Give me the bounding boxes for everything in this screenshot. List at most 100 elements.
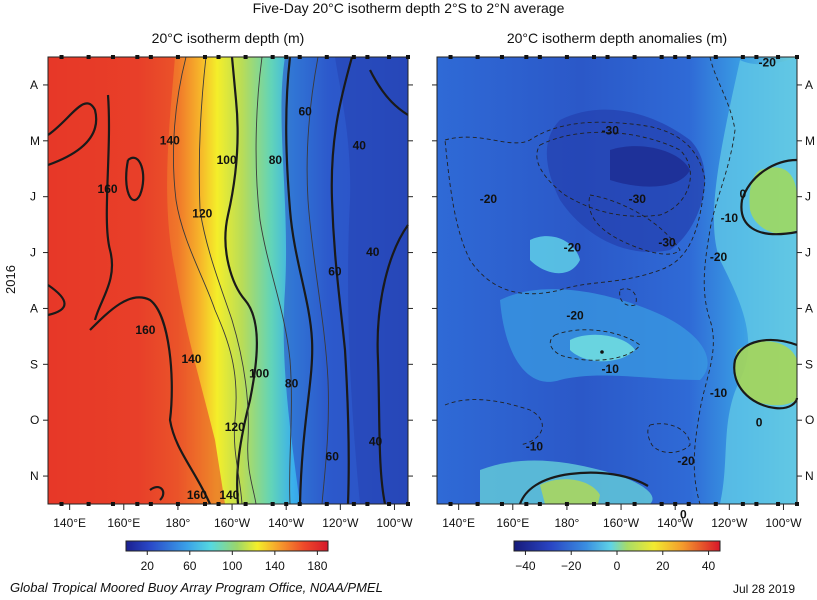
- buoy-marker: [387, 55, 392, 59]
- anomaly-contour-labels: -20-30-20 -30 0-10-20 -30-20-20-10-100-10-2…: [480, 56, 776, 522]
- month-label-left: A: [30, 78, 38, 92]
- colorbar-tick-label: 0: [614, 559, 621, 573]
- contour-label: 140: [219, 488, 239, 502]
- buoy-marker: [324, 55, 329, 59]
- contour-label: -20: [564, 240, 582, 254]
- contour-label: -30: [629, 192, 647, 206]
- contour-label: 40: [369, 435, 383, 449]
- month-label-left: O: [30, 413, 39, 427]
- buoy-marker: [776, 55, 781, 59]
- colorbar-tick-label: −20: [561, 559, 582, 573]
- contour-minus-10-loop: [549, 329, 641, 361]
- buoy-marker: [365, 502, 370, 506]
- contour-label: -20: [566, 308, 584, 322]
- buoy-marker: [713, 502, 718, 506]
- month-label-right: J: [805, 190, 811, 204]
- colorbar-tick-label: 100: [222, 559, 242, 573]
- longitude-label: 180°: [166, 516, 191, 530]
- contour-40-south: [376, 224, 409, 505]
- month-label-left: M: [30, 134, 40, 148]
- buoy-marker: [324, 502, 329, 506]
- colorbar-tick-label: 180: [307, 559, 327, 573]
- month-label-right: O: [805, 413, 814, 427]
- contour-160-north: [47, 102, 98, 167]
- contour-zero-south: [733, 338, 799, 410]
- buoy-marker: [740, 55, 745, 59]
- buoy-marker: [659, 55, 664, 59]
- buoy-marker: [148, 502, 153, 506]
- buoy-marker: [270, 502, 275, 506]
- buoy-marker: [499, 55, 504, 59]
- buoy-marker: [406, 502, 410, 506]
- month-label-right: A: [805, 301, 813, 315]
- contour-label: 0: [680, 508, 687, 522]
- warm-pool-region: [48, 57, 225, 504]
- main-title: Five-Day 20°C isotherm depth 2°S to 2°N …: [252, 0, 565, 16]
- depth-colorbar-ticks: 20 60 100 140 180: [141, 551, 328, 573]
- contour-minus-30-south: [588, 194, 681, 255]
- buoy-marker: [148, 55, 153, 59]
- contour-label: -20: [480, 192, 498, 206]
- contour-160-south: [89, 296, 212, 505]
- weak-anomaly-patch: [530, 236, 580, 274]
- buoy-marker: [110, 55, 115, 59]
- buoy-marker: [202, 502, 207, 506]
- depth-colorbar-bar: [125, 540, 329, 552]
- buoy-marker: [448, 55, 453, 59]
- buoy-marker: [448, 502, 453, 506]
- longitude-labels-right: 140°E 160°E 180° 160°W 140°W 120°W 100°W: [442, 516, 802, 530]
- buoy-marker: [713, 55, 718, 59]
- buoy-marker: [795, 502, 799, 506]
- longitude-label: 120°W: [711, 516, 748, 530]
- contour-label: 100: [217, 153, 237, 167]
- positive-patch-north: [749, 167, 797, 234]
- month-label-right: A: [805, 78, 813, 92]
- buoy-marker: [351, 502, 356, 506]
- buoy-marker: [406, 55, 410, 59]
- date-stamp: Jul 28 2019: [732, 582, 795, 596]
- contour-label: 0: [740, 187, 747, 201]
- buoy-marker: [243, 502, 248, 506]
- buoy-marker: [673, 502, 678, 506]
- longitude-label: 160°W: [603, 516, 640, 530]
- contour-label: 140: [160, 133, 180, 147]
- buoy-marker: [499, 502, 504, 506]
- contour-label: -30: [602, 124, 620, 138]
- contour-label: 60: [326, 449, 340, 463]
- buoy-marker: [524, 502, 529, 506]
- contour-label: 60: [328, 265, 342, 279]
- contour-zero-north: [740, 158, 798, 236]
- dashed-contours: [444, 56, 736, 505]
- contour-label: -20: [677, 454, 695, 468]
- colorbar-tick-label: 20: [141, 559, 155, 573]
- buoy-marker: [110, 502, 115, 506]
- longitude-label: 100°W: [376, 516, 413, 530]
- colorbar-tick-label: −40: [515, 559, 536, 573]
- buoy-marker: [202, 55, 207, 59]
- longitude-label: 140°W: [268, 516, 305, 530]
- colorbar-tick-label: 140: [265, 559, 285, 573]
- contour-140: [172, 56, 243, 505]
- anomaly-colorbar: −40 −20 0 20 40: [513, 540, 721, 573]
- colorbar-tick-label: 40: [702, 559, 716, 573]
- buoy-marker: [524, 55, 529, 59]
- buoy-marker: [686, 502, 691, 506]
- buoy-marker: [591, 55, 596, 59]
- buoy-marker: [175, 502, 180, 506]
- right-panel-title: 20°C isotherm depth anomalies (m): [506, 30, 728, 46]
- month-label-left: N: [30, 469, 39, 483]
- buoy-marker: [297, 55, 302, 59]
- contour-minus-20-small-loop: [619, 288, 637, 307]
- buoy-marker: [270, 55, 275, 59]
- colorbar-tick-label: 20: [656, 559, 670, 573]
- contour-160-west: [93, 94, 114, 321]
- buoy-marker: [284, 55, 289, 59]
- contour-label: 140: [181, 352, 201, 366]
- month-label-left: A: [30, 301, 38, 315]
- longitude-label: 140°W: [657, 516, 694, 530]
- buoy-marker: [740, 502, 745, 506]
- buoy-marker: [86, 55, 91, 59]
- contour-minus-10-east: [693, 56, 736, 505]
- near-zero-patch: [570, 334, 635, 362]
